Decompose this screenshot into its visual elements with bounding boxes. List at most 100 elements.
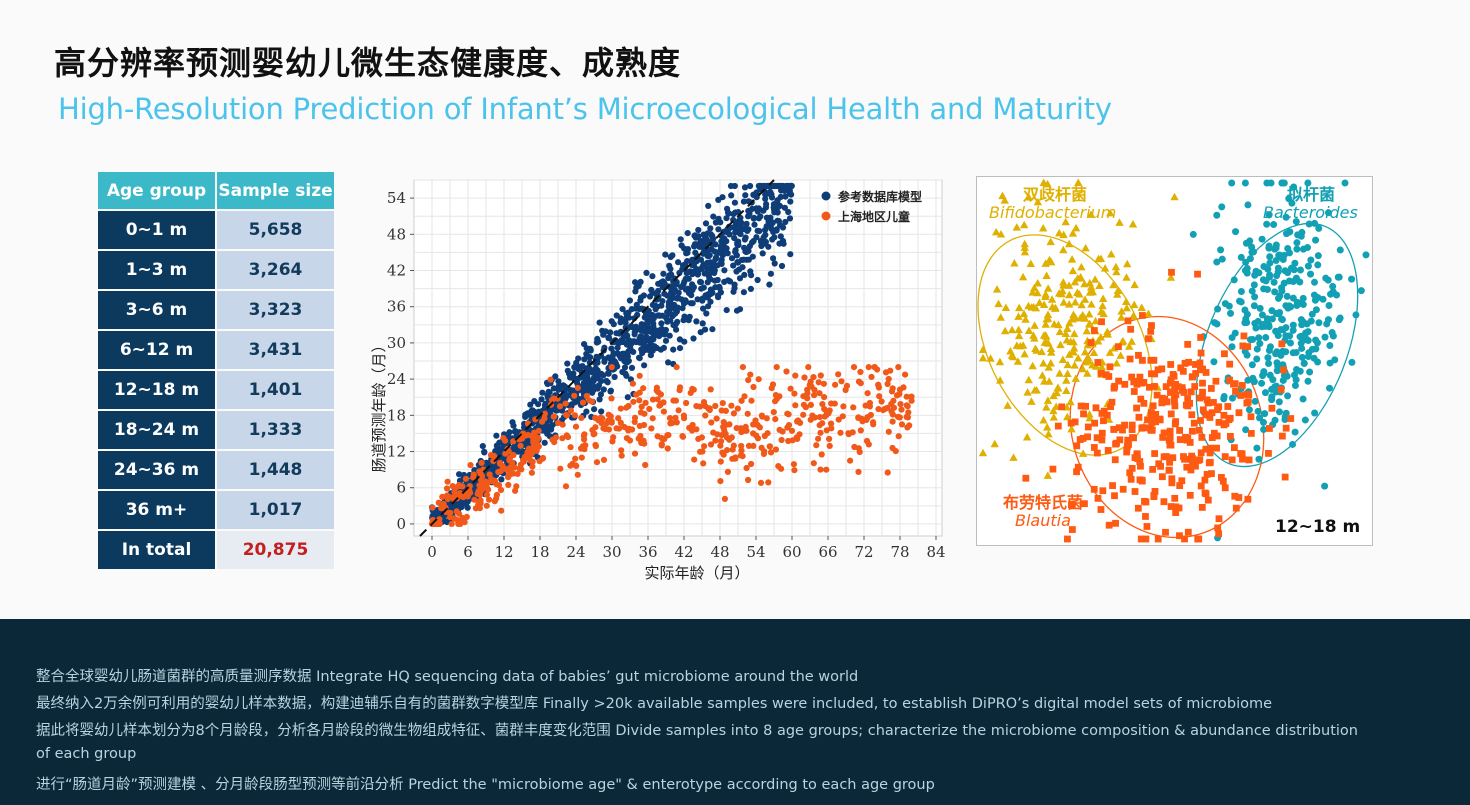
bifidobacterium-point <box>1063 324 1072 332</box>
x-tick-label: 48 <box>710 543 729 561</box>
shanghai-point <box>649 415 656 422</box>
reference-point <box>750 237 757 245</box>
bacteroides-point <box>1293 239 1301 247</box>
blautia-point <box>1198 434 1206 441</box>
blautia-point <box>1097 506 1105 513</box>
bacteroides-point <box>1218 203 1226 211</box>
shanghai-point <box>864 390 871 397</box>
reference-point <box>512 428 519 435</box>
age-group-cell: 0~1 m <box>98 211 215 249</box>
bifidobacterium-point <box>1086 210 1096 218</box>
bifidobacterium-point <box>1026 259 1036 268</box>
age-group-cell: 3~6 m <box>98 291 215 329</box>
reference-point <box>594 385 601 392</box>
table-row: 0~1 m 5,658 <box>98 211 334 249</box>
blautia-point <box>1217 474 1225 481</box>
age-group-cell: 24~36 m <box>98 451 215 489</box>
blautia-point <box>1280 366 1287 374</box>
bacteroides-point <box>1189 230 1197 238</box>
reference-point <box>658 302 665 309</box>
reference-point <box>622 319 629 326</box>
reference-point <box>762 231 769 239</box>
reference-point <box>596 319 603 326</box>
bacteroides-point <box>1248 361 1256 369</box>
label-bifidobacterium: Bifidobacterium <box>989 203 1117 222</box>
shanghai-point <box>702 412 709 419</box>
shanghai-point <box>541 410 548 417</box>
bacteroides-point <box>1251 293 1259 301</box>
bacteroides-point <box>1327 290 1335 298</box>
shanghai-point <box>486 471 493 478</box>
blautia-point <box>1278 432 1286 440</box>
shanghai-point <box>486 496 493 503</box>
blautia-point <box>1210 429 1218 437</box>
table-row: 12~18 m 1,401 <box>98 371 334 409</box>
reference-point <box>788 182 795 190</box>
blautia-point <box>1226 414 1234 422</box>
bifidobacterium-point <box>1087 300 1096 308</box>
shanghai-point <box>617 405 624 412</box>
reference-point <box>661 280 668 287</box>
blautia-point <box>1203 396 1211 404</box>
total-label-cell: In total <box>98 531 215 569</box>
blautia-point <box>1208 409 1216 417</box>
shanghai-point <box>487 452 495 459</box>
reference-point <box>682 298 690 305</box>
reference-point <box>742 226 749 233</box>
shanghai-point <box>737 452 745 459</box>
reference-point <box>698 285 705 292</box>
blautia-point <box>1111 492 1118 500</box>
bifidobacterium-point <box>1062 386 1071 394</box>
shanghai-point <box>820 380 827 387</box>
bifidobacterium-point <box>1041 320 1050 328</box>
blautia-point <box>1203 471 1211 478</box>
reference-point <box>757 182 764 190</box>
bifidobacterium-point <box>1069 347 1078 355</box>
shanghai-point <box>742 423 749 430</box>
shanghai-point <box>700 460 707 467</box>
blautia-point <box>1244 398 1252 406</box>
shanghai-point <box>724 468 731 475</box>
blautia-point <box>1058 403 1066 411</box>
bacteroides-point <box>1251 397 1259 405</box>
blautia-point <box>1204 496 1212 504</box>
shanghai-point <box>707 386 714 393</box>
bifidobacterium-point <box>1125 342 1134 350</box>
shanghai-point <box>589 398 596 405</box>
blautia-point <box>1226 376 1233 384</box>
blautia-point <box>1141 497 1148 505</box>
reference-point <box>684 286 691 293</box>
reference-point <box>541 439 548 446</box>
blautia-point <box>1199 406 1207 414</box>
shanghai-point <box>737 425 744 432</box>
blautia-point <box>1281 473 1289 481</box>
bifidobacterium-point <box>994 299 1003 308</box>
bacteroides-point <box>1310 354 1318 362</box>
bacteroides-point <box>1213 211 1221 219</box>
bifidobacterium-point <box>1059 281 1068 289</box>
shanghai-point <box>623 404 630 411</box>
bifidobacterium-point <box>1085 310 1094 318</box>
label-bacteroides: Bacteroides <box>1263 203 1358 222</box>
bacteroides-point <box>1253 355 1261 363</box>
bifidobacterium-point <box>1027 397 1036 405</box>
bifidobacterium-point <box>1080 347 1090 356</box>
shanghai-point <box>826 442 833 449</box>
shanghai-point <box>821 394 828 401</box>
reference-point <box>711 267 718 274</box>
shanghai-point <box>683 399 690 407</box>
blautia-point <box>1189 460 1196 468</box>
shanghai-point <box>642 399 649 406</box>
bacteroides-point <box>1312 236 1320 244</box>
table-row: 6~12 m 3,431 <box>98 331 334 369</box>
shanghai-point <box>895 364 902 371</box>
blautia-point <box>1201 476 1209 484</box>
blautia-point <box>1282 424 1290 432</box>
shanghai-point <box>881 405 889 412</box>
shanghai-point <box>757 479 765 486</box>
reference-point <box>686 313 693 320</box>
bacteroides-point <box>1264 354 1272 362</box>
bifidobacterium-point <box>1037 347 1046 356</box>
blautia-point <box>1195 426 1203 434</box>
bifidobacterium-point <box>1014 312 1023 320</box>
